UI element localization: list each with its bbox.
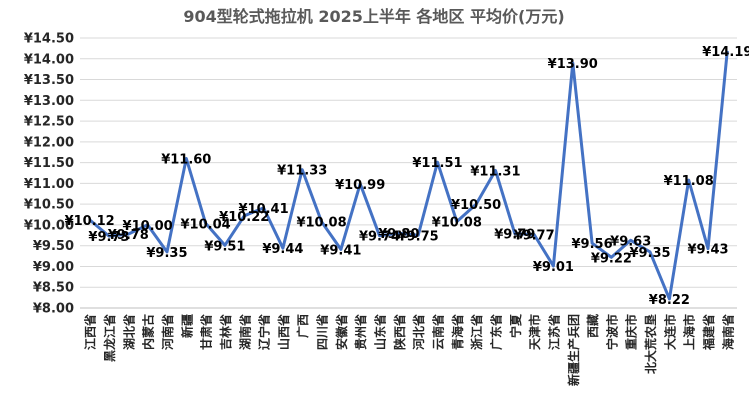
x-tick-label: 山东省 — [373, 314, 388, 350]
x-tick-label: 四川省 — [315, 314, 330, 350]
data-label: ¥10.04 — [181, 217, 231, 232]
data-label: ¥11.08 — [664, 174, 714, 189]
data-label: ¥9.35 — [629, 246, 670, 261]
data-label: ¥10.12 — [65, 214, 115, 229]
y-tick-label: ¥13.50 — [24, 73, 74, 88]
data-label: ¥9.63 — [610, 234, 651, 249]
x-tick-label: 广东省 — [488, 314, 503, 350]
data-label: ¥9.41 — [320, 243, 361, 258]
y-tick-label: ¥11.00 — [24, 177, 74, 192]
y-tick-label: ¥9.50 — [33, 239, 74, 254]
x-tick-label: 青海省 — [450, 314, 465, 350]
x-tick-label: 新疆 — [179, 314, 194, 338]
y-tick-label: ¥10.50 — [24, 198, 74, 213]
y-tick-label: ¥8.00 — [33, 302, 74, 317]
y-tick-label: ¥14.00 — [24, 52, 74, 67]
y-tick-label: ¥12.50 — [24, 115, 74, 130]
data-label-layer: ¥10.12¥9.73¥9.78¥10.00¥9.35¥11.60¥10.04¥… — [65, 45, 749, 308]
data-label: ¥14.19 — [702, 45, 749, 60]
data-label: ¥9.77 — [514, 228, 555, 243]
series-layer — [88, 50, 729, 301]
x-tick-label: 山西省 — [276, 314, 291, 350]
x-tick-label: 甘肃省 — [199, 314, 214, 350]
x-tick-label: 江西省 — [83, 314, 98, 350]
x-tick-label: 海南省 — [720, 314, 735, 350]
y-tick-label: ¥14.50 — [24, 32, 74, 47]
grid-layer — [80, 37, 737, 309]
x-tick-label: 吉林省 — [218, 314, 233, 350]
x-tick-label: 宁夏 — [508, 313, 523, 338]
data-label: ¥10.41 — [238, 202, 288, 217]
x-tick-label: 重庆市 — [624, 314, 639, 350]
x-tick-label: 陕西省 — [392, 314, 407, 350]
x-tick-label: 内蒙古 — [141, 314, 156, 350]
y-tick-label: ¥10.00 — [24, 218, 74, 233]
x-tick-label: 辽宁省 — [257, 314, 272, 350]
x-tick-label: 湖南省 — [237, 314, 252, 350]
x-tick-label: 贵州省 — [353, 314, 368, 350]
y-tick-label: ¥13.00 — [24, 94, 74, 109]
x-tick-label: 大连市 — [662, 314, 677, 350]
y-tick-label: ¥11.50 — [24, 156, 74, 171]
data-label: ¥9.80 — [378, 227, 419, 242]
data-label: ¥9.73 — [88, 230, 129, 245]
y-tick-label: ¥12.00 — [24, 135, 74, 150]
x-tick-label: 湖北省 — [121, 314, 136, 350]
y-tick-label: ¥8.50 — [33, 281, 74, 296]
x-tick-label: 西藏 — [585, 314, 600, 338]
data-label: ¥11.60 — [161, 152, 211, 167]
x-tick-label: 宁波市 — [604, 314, 619, 350]
data-label: ¥9.75 — [398, 229, 439, 244]
data-label: ¥10.99 — [335, 178, 385, 193]
axis-layer: ¥8.00 ¥8.50 ¥9.00 ¥9.50 ¥10.00 ¥10.50 ¥11.00 ¥1… — [24, 32, 736, 387]
data-label: ¥10.08 — [432, 216, 482, 231]
data-label: ¥9.22 — [591, 251, 632, 266]
data-label: ¥9.74 — [359, 230, 400, 245]
data-label: ¥10.00 — [123, 219, 173, 234]
x-tick-label: 江苏省 — [546, 314, 561, 350]
x-tick-label: 北大荒农垦 — [643, 314, 658, 374]
x-tick-label: 广西 — [295, 314, 310, 338]
x-tick-label: 天津市 — [527, 314, 542, 350]
data-label: ¥9.35 — [146, 246, 187, 261]
data-label: ¥9.51 — [204, 239, 245, 254]
data-label: ¥9.01 — [533, 260, 574, 275]
data-label: ¥11.33 — [277, 164, 327, 179]
x-tick-label: 河北省 — [411, 314, 426, 351]
data-label: ¥10.50 — [451, 198, 501, 213]
data-label: ¥9.79 — [494, 228, 535, 243]
data-label: ¥9.43 — [687, 243, 728, 258]
data-label: ¥9.44 — [262, 242, 303, 257]
data-label: ¥11.51 — [412, 156, 462, 171]
series-line — [88, 50, 729, 301]
x-tick-label: 福建省 — [701, 314, 716, 351]
x-tick-label: 新疆生产兵团 — [566, 314, 581, 386]
x-tick-label: 上海市 — [682, 314, 697, 350]
x-tick-label: 安徽省 — [334, 314, 349, 350]
x-tick-label: 河南省 — [160, 314, 175, 351]
data-label: ¥13.90 — [548, 57, 598, 72]
x-tick-label: 浙江省 — [469, 314, 484, 350]
data-label: ¥8.22 — [649, 293, 690, 308]
data-label: ¥10.08 — [296, 216, 346, 231]
data-label: ¥11.31 — [470, 165, 520, 180]
y-tick-label: ¥9.00 — [33, 260, 74, 275]
x-tick-label: 云南省 — [430, 314, 445, 350]
data-label: ¥9.78 — [108, 228, 149, 243]
data-label: ¥9.56 — [572, 237, 613, 252]
data-label: ¥10.22 — [219, 210, 269, 225]
chart-title: 904型轮式拖拉机 2025上半年 各地区 平均价(万元) — [183, 7, 564, 26]
x-tick-label: 黑龙江省 — [102, 314, 117, 362]
